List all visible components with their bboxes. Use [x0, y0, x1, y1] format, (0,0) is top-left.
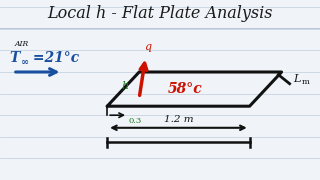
Text: q: q — [144, 42, 151, 52]
Text: 0.3: 0.3 — [129, 117, 142, 125]
Text: AIR: AIR — [14, 40, 29, 48]
Text: 1.2 m: 1.2 m — [164, 115, 193, 124]
Text: T: T — [9, 51, 19, 65]
Text: =21°c: =21°c — [28, 51, 79, 65]
Text: m: m — [302, 78, 310, 86]
Text: h: h — [121, 81, 128, 91]
Text: Local h - Flat Plate Analysis: Local h - Flat Plate Analysis — [47, 5, 273, 22]
Text: L: L — [293, 74, 300, 84]
Text: ∞: ∞ — [21, 58, 29, 67]
Text: 58°c: 58°c — [168, 82, 203, 96]
